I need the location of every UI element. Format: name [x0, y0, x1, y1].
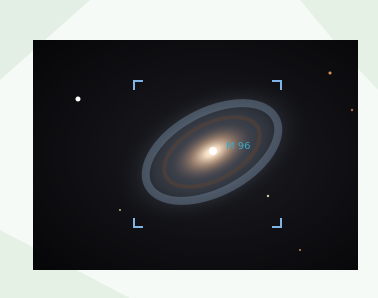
object-label: M 96: [226, 141, 251, 152]
galaxy-photo: [33, 40, 358, 270]
screen: M 96: [0, 0, 378, 298]
page: {"image": {"label": "M 96"}}: [0, 0, 378, 298]
